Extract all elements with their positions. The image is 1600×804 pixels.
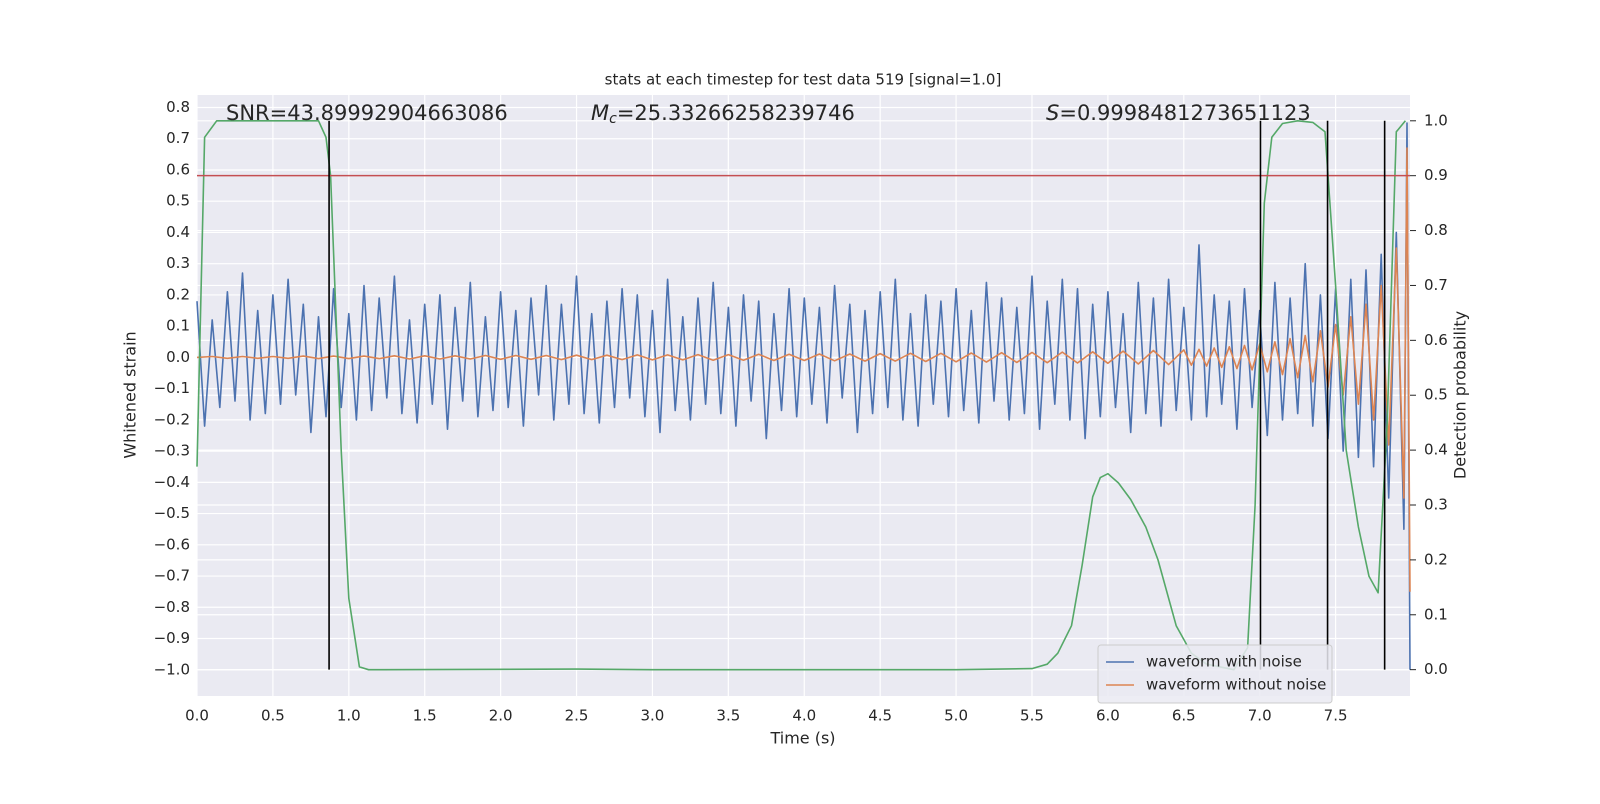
x-tick-label: 1.0 [337,707,361,725]
y-tick-label: −0.6 [154,535,190,553]
y-tick-label: 0.3 [166,254,190,272]
y2-tick-label: 1.0 [1424,111,1448,129]
x-tick-label: 3.5 [716,707,740,725]
x-tick-label: 0.0 [185,707,209,725]
legend: waveform with noise waveform without nois… [1097,644,1333,704]
x-tick-label: 2.5 [565,707,589,725]
y2-axis-label: Detection probability [1451,311,1470,479]
y-tick-label: −0.3 [154,442,190,460]
x-axis-label: Time (s) [769,729,835,748]
y2-tick-label: 0.6 [1424,331,1448,349]
y-tick-label: −0.8 [154,598,190,616]
y-tick-label: −0.7 [154,567,190,585]
y2-tick-label: 0.4 [1424,441,1448,459]
legend-label: waveform without noise [1146,676,1326,694]
legend-label: waveform with noise [1146,653,1302,671]
x-tick-label: 2.0 [489,707,513,725]
y-tick-label: 0.6 [166,160,190,178]
y-tick-label: 0.4 [166,223,190,241]
s-annotation: S=0.9998481273651123 [1046,101,1311,125]
y-tick-label: −0.4 [154,473,190,491]
x-tick-label: 3.0 [641,707,665,725]
x-tick-label: 0.5 [261,707,285,725]
y-tick-label: 0.8 [166,98,190,116]
y-tick-label: −0.2 [154,410,190,428]
legend-box [1097,644,1333,704]
s-symbol: S [1046,101,1059,125]
y-tick-label: −0.9 [154,629,190,647]
y2-tick-label: 0.7 [1424,276,1448,294]
mc-value: =25.33266258239746 [617,101,855,125]
y-tick-label: 0.0 [166,348,190,366]
series-line [196,147,1411,592]
y-tick-label: 0.2 [166,285,190,303]
y2-tick-label: 0.3 [1424,495,1448,513]
y-tick-label: −0.1 [154,379,190,397]
y-tick-label: −1.0 [154,660,190,678]
x-tick-label: 1.5 [413,707,437,725]
y2-tick-label: 0.8 [1424,221,1448,239]
mc-symbol: M [591,101,609,125]
x-tick-label: 5.5 [1020,707,1044,725]
s-value: =0.9998481273651123 [1059,101,1310,125]
y-tick-label: 0.1 [166,317,190,335]
y2-tick-label: 0.9 [1424,166,1448,184]
y-tick-label: −0.5 [154,504,190,522]
y-axis-label: Whitened strain [121,331,140,458]
series-line [196,122,1411,670]
x-tick-label: 7.0 [1248,707,1272,725]
y-tick-label: 0.7 [166,129,190,147]
y2-tick-label: 0.0 [1424,660,1448,678]
y2-tick-label: 0.5 [1424,386,1448,404]
y-tick-label: 0.5 [166,192,190,210]
mc-annotation: Mc=25.33266258239746 [591,101,855,127]
x-tick-label: 6.5 [1172,707,1196,725]
x-tick-label: 4.0 [792,707,816,725]
x-tick-label: 6.0 [1096,707,1120,725]
x-tick-label: 4.5 [868,707,892,725]
x-tick-label: 5.0 [944,707,968,725]
y2-tick-label: 0.1 [1424,605,1448,623]
marks [196,120,1411,671]
mc-subscript: c [609,111,617,127]
snr-annotation: SNR=43.89992904663086 [226,101,508,125]
x-tick-label: 7.5 [1324,707,1348,725]
series-line [196,120,1407,671]
chart-title: stats at each timestep for test data 519… [605,71,1002,89]
y2-tick-label: 0.2 [1424,550,1448,568]
